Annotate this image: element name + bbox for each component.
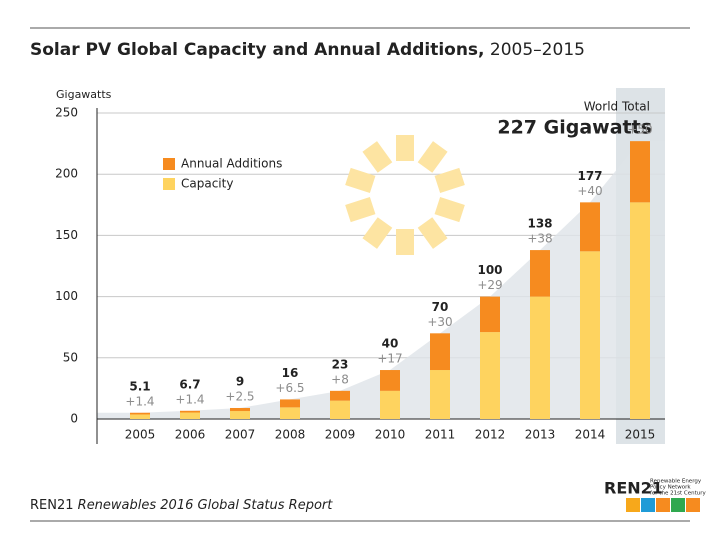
bar-segment — [580, 202, 600, 252]
bar-segment — [330, 390, 350, 401]
logo-text: Policy Network — [650, 485, 691, 491]
total-label: 100 — [477, 263, 502, 277]
total-label: 9 — [236, 374, 244, 388]
bar-segment — [630, 141, 650, 203]
addition-label: +8 — [331, 372, 349, 386]
x-tick-label: 2009 — [325, 428, 356, 442]
sun-icon — [345, 135, 465, 255]
total-label: 138 — [527, 217, 552, 231]
y-tick-label: 50 — [63, 350, 78, 364]
x-tick-label: 2006 — [175, 428, 206, 442]
addition-label: +17 — [377, 352, 402, 366]
addition-label: +29 — [477, 278, 502, 292]
chart-title: Solar PV Global Capacity and Annual Addi… — [30, 40, 585, 60]
sun-petal — [362, 217, 393, 249]
y-tick-label: 200 — [55, 167, 78, 181]
title-years: 2005–2015 — [490, 40, 585, 60]
trend-area — [97, 141, 665, 420]
addition-label: +6.5 — [275, 381, 304, 395]
sun-petal — [434, 167, 465, 194]
y-tick-label: 250 — [55, 106, 78, 120]
bar-segment — [630, 202, 650, 419]
bar-segment — [280, 407, 300, 419]
bar-segment — [530, 250, 550, 297]
bar-segment — [380, 390, 400, 419]
total-label: 6.7 — [179, 377, 200, 391]
bar-segment — [180, 410, 200, 413]
addition-label: +30 — [427, 315, 452, 329]
source-title: Renewables 2016 Global Status Report — [78, 498, 334, 513]
total-label: 5.1 — [129, 379, 150, 393]
sun-petal — [345, 167, 376, 194]
world-total-label: World Total — [584, 100, 650, 114]
addition-label: +1.4 — [125, 394, 154, 408]
source: REN21 Renewables 2016 Global Status Repo… — [30, 498, 333, 513]
legend-swatch — [163, 178, 175, 190]
total-label: 40 — [382, 337, 399, 351]
logo-icons — [626, 498, 700, 512]
sun-petal — [396, 229, 414, 255]
addition-label: +2.5 — [225, 389, 254, 403]
logo-text: Renewable Energy — [650, 479, 702, 485]
legend-label: Capacity — [181, 177, 233, 191]
x-tick-label: 2013 — [525, 428, 556, 442]
x-tick-label: 2012 — [475, 428, 506, 442]
bar-segment — [280, 399, 300, 408]
x-tick-label: 2005 — [125, 428, 156, 442]
source-org: REN21 — [30, 498, 74, 513]
bar-segment — [230, 411, 250, 419]
bar-segment — [130, 412, 150, 415]
total-label: 23 — [332, 357, 349, 371]
legend-label: Annual Additions — [181, 157, 282, 171]
y-tick-label: 0 — [70, 412, 78, 426]
bar-segment — [580, 251, 600, 419]
sun-petal — [434, 196, 465, 223]
addition-label: +40 — [577, 184, 602, 198]
addition-label: +50 — [627, 123, 652, 137]
bar-segment — [480, 332, 500, 419]
bar-segment — [230, 407, 250, 412]
x-tick-label: 2007 — [225, 428, 256, 442]
world-total: 227 Gigawatts — [497, 117, 652, 139]
legend-swatch — [163, 158, 175, 170]
bar-segment — [180, 412, 200, 419]
total-label: 177 — [577, 169, 602, 183]
x-tick-label: 2011 — [425, 428, 456, 442]
bar-segment — [480, 296, 500, 333]
x-tick-label: 2010 — [375, 428, 406, 442]
bar-segment — [430, 370, 450, 419]
addition-label: +38 — [527, 232, 552, 246]
x-tick-label: 2008 — [275, 428, 306, 442]
sun-petal — [417, 141, 448, 173]
title-main: Solar PV Global Capacity and Annual Addi… — [30, 40, 485, 60]
total-label: 70 — [432, 300, 449, 314]
logo-text: for the 21st Century — [650, 491, 706, 497]
y-tick-label: 150 — [55, 228, 78, 242]
bar-segment — [530, 296, 550, 419]
sun-petal — [417, 217, 448, 249]
bar-segment — [330, 400, 350, 419]
y-axis-label: Gigawatts — [56, 88, 112, 101]
sun-petal — [396, 135, 414, 161]
x-tick-label: 2015 — [625, 428, 656, 442]
sun-petal — [362, 141, 393, 173]
total-label: 16 — [282, 366, 299, 380]
logo: REN21 — [604, 479, 663, 498]
sun-petal — [345, 196, 376, 223]
x-tick-label: 2014 — [575, 428, 606, 442]
addition-label: +1.4 — [175, 392, 204, 406]
bar-segment — [430, 333, 450, 371]
y-tick-label: 100 — [55, 289, 78, 303]
bar-segment — [130, 414, 150, 419]
bar-segment — [380, 370, 400, 391]
